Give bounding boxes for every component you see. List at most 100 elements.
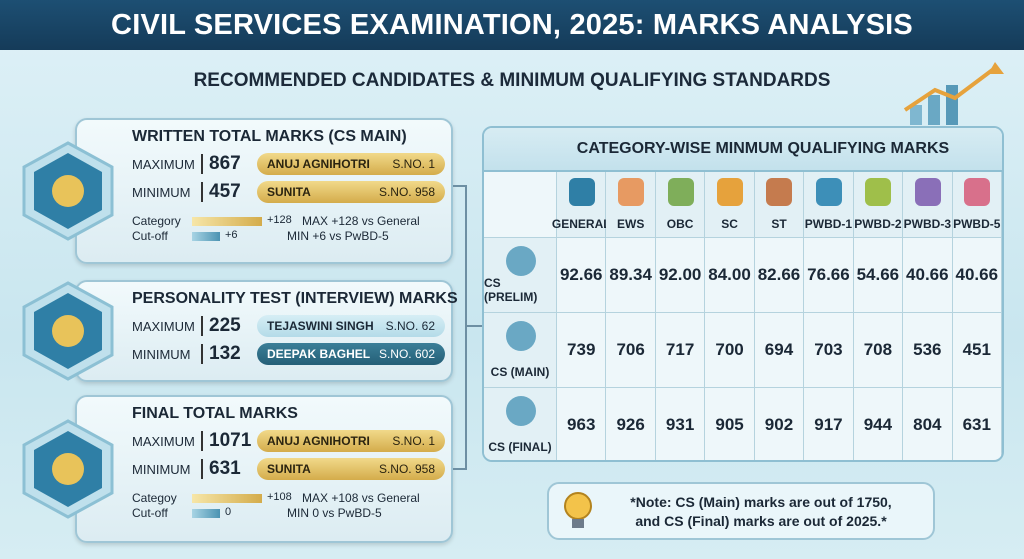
qualifying-mark: 536 (903, 313, 953, 388)
marks: 631 (201, 459, 241, 479)
category-icon (717, 178, 744, 206)
category-label: OBC (666, 217, 694, 231)
qualifying-mark: 926 (606, 388, 656, 460)
category-icon (667, 178, 694, 206)
cutoff-label: Cut-off (132, 229, 168, 243)
row-icon (506, 246, 536, 276)
growth-icon (903, 62, 1004, 125)
qualifying-mark: 631 (953, 388, 1002, 460)
qualifying-mark: 89.34 (606, 238, 656, 313)
category-icon (914, 178, 941, 206)
qualifying-mark: 76.66 (804, 238, 854, 313)
row-label: CS (MAIN) (490, 365, 550, 379)
cutoff-text: MAX +108 vs General (302, 491, 420, 505)
serial-number: S.NO. 1 (392, 157, 435, 171)
qualifying-mark: 92.66 (557, 238, 607, 313)
row-label: MAXIMUM (132, 319, 195, 334)
category-label: PWBD-5 (953, 217, 1001, 231)
cutoff-label: Cut-off (132, 506, 168, 520)
candidate-pill: ANUJ AGNIHOTRI S.NO. 1 (257, 153, 445, 175)
marks: 867 (201, 154, 241, 174)
qualifying-mark: 92.00 (655, 238, 706, 313)
row-label: MAXIMUM (132, 434, 195, 449)
column-header: PWBD-2 (853, 172, 904, 238)
cutoff-delta: +128 (267, 214, 292, 226)
qualifying-mark: 700 (705, 313, 755, 388)
candidate-name: SUNITA (267, 462, 311, 476)
candidate-name: ANUJ AGNIHOTRI (267, 157, 370, 171)
category-icon (865, 178, 892, 206)
serial-number: S.NO. 958 (378, 185, 435, 199)
connector (453, 185, 467, 470)
row-label: MINIMUM (132, 462, 191, 477)
qualifying-mark: 905 (705, 388, 755, 460)
cutoff-bar (192, 217, 262, 226)
marks: 1071 (201, 431, 251, 451)
cutoff-delta: 0 (225, 506, 232, 518)
candidate-pill: TEJASWINI SINGH S.NO. 62 (257, 315, 445, 337)
row-label: MINIMUM (132, 347, 191, 362)
row-icon (506, 321, 536, 351)
row-label: MINIMUM (132, 185, 191, 200)
table-title: CATEGORY-WISE MINMUM QUALIFYING MARKS (484, 128, 1002, 172)
qualifying-mark: 84.00 (705, 238, 755, 313)
candidate-pill: SUNITA S.NO. 958 (257, 458, 445, 480)
cutoff-label: Categoy (132, 491, 177, 505)
cutoff-bar (192, 494, 262, 503)
candidate-name: SUNITA (267, 185, 311, 199)
qualifying-mark: 917 (804, 388, 854, 460)
panel-title: FINAL TOTAL MARKS (132, 405, 298, 422)
row-header: CS (FINAL) (484, 388, 557, 460)
candidate-name: TEJASWINI SINGH (267, 319, 374, 333)
panel: PERSONALITY TEST (INTERVIEW) MARKS MAXIMU… (75, 280, 458, 382)
category-label: PWBD-2 (854, 217, 902, 231)
row-label: CS (PRELIM) (484, 276, 538, 304)
category-icon (618, 178, 645, 206)
cutoff-delta: +6 (225, 229, 238, 241)
column-header: SC (705, 172, 755, 238)
category-label: GENERAL (551, 217, 611, 231)
cutoff-text: MIN +6 vs PwBD-5 (287, 229, 389, 243)
cutoff-label: Category (132, 214, 181, 228)
candidate-name: DEEPAK BAGHEL (267, 347, 371, 361)
serial-number: S.NO. 602 (378, 347, 435, 361)
qualifying-mark: 82.66 (754, 238, 805, 313)
qualifying-mark: 804 (903, 388, 953, 460)
row-label: CS (FINAL) (488, 440, 552, 454)
marks: 457 (201, 182, 241, 202)
serial-number: S.NO. 958 (378, 462, 435, 476)
serial-number: S.NO. 1 (392, 434, 435, 448)
column-header: GENERAL (552, 172, 611, 238)
category-label: PWBD-3 (903, 217, 951, 231)
category-label: EWS (616, 217, 645, 231)
qualifying-mark: 54.66 (853, 238, 904, 313)
candidate-name: ANUJ AGNIHOTRI (267, 434, 370, 448)
column-header: PWBD-1 (804, 172, 854, 238)
cutoff-bar (192, 232, 220, 241)
qualifying-mark: 944 (854, 388, 904, 460)
qualifying-mark: 963 (557, 388, 607, 460)
column-header: EWS (606, 172, 656, 238)
row-header: CS (PRELIM) (484, 238, 557, 313)
qualifying-mark: 717 (655, 313, 706, 388)
qualifying-mark: 40.66 (952, 238, 1002, 313)
panel-icon (22, 141, 114, 241)
qualifying-mark: 931 (656, 388, 706, 460)
title: CIVIL SERVICES EXAMINATION, 2025: MARKS … (0, 0, 1024, 50)
subtitle: RECOMMENDED CANDIDATES & MINIMUM QUALIFY… (193, 70, 831, 91)
row-header: CS (MAIN) (484, 313, 557, 388)
row-label: MAXIMUM (132, 157, 195, 172)
qualifying-mark: 40.66 (903, 238, 953, 313)
category-icon (568, 178, 595, 206)
category-label: SC (721, 217, 738, 231)
cutoff-text: MAX +128 vs General (302, 214, 420, 228)
qualifying-mark: 706 (606, 313, 656, 388)
serial-number: S.NO. 62 (385, 319, 435, 333)
marks: 132 (201, 344, 241, 364)
column-header: PWBD-3 (903, 172, 953, 238)
marks: 225 (201, 316, 241, 336)
bulb-icon (564, 492, 592, 528)
qualifying-mark: 694 (754, 313, 805, 388)
column-header: OBC (655, 172, 706, 238)
